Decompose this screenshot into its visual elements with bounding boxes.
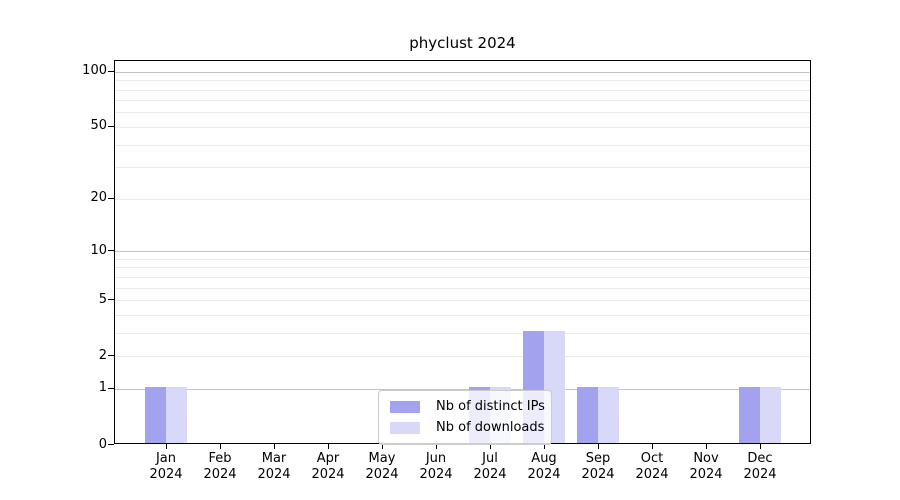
x-axis-tick-label: Jul 2024 <box>473 451 507 482</box>
major-gridline <box>115 71 810 73</box>
y-axis-tick-label: 20 <box>90 190 107 206</box>
minor-gridline <box>115 314 810 316</box>
y-axis-tick-mark <box>108 70 114 72</box>
y-axis-tick-label: 5 <box>98 291 107 307</box>
legend-item-downloads: Nb of downloads <box>390 417 545 438</box>
x-axis-tick-label: Feb 2024 <box>203 451 237 482</box>
legend-item-distinct-ips: Nb of distinct IPs <box>390 396 545 417</box>
x-axis-tick-label: Sep 2024 <box>581 451 615 482</box>
bar-distinct-ips <box>145 386 166 443</box>
x-axis-tick-mark <box>490 444 491 449</box>
legend-item-label: Nb of downloads <box>436 420 545 435</box>
major-gridline <box>115 388 810 390</box>
y-axis-tick-mark <box>108 355 114 357</box>
legend-item-label: Nb of distinct IPs <box>436 399 545 414</box>
minor-gridline <box>115 89 810 91</box>
x-axis-tick-label: Apr 2024 <box>311 451 345 482</box>
y-axis-tick-mark <box>108 444 114 445</box>
minor-gridline <box>115 80 810 82</box>
x-axis-tick-label: Oct 2024 <box>635 451 669 482</box>
x-axis-tick-label: May 2024 <box>365 451 399 482</box>
bar-distinct-ips <box>577 386 598 443</box>
x-axis-tick-label: Jun 2024 <box>419 451 453 482</box>
y-axis-tick-label: 0 <box>98 436 107 452</box>
x-axis-tick-mark <box>652 444 653 449</box>
major-gridline <box>115 251 810 252</box>
x-axis-tick-mark <box>328 444 329 449</box>
x-axis-tick-label: Dec 2024 <box>743 451 777 482</box>
bar-downloads <box>760 386 781 443</box>
x-axis-tick-mark <box>166 444 167 449</box>
y-axis-tick-label: 100 <box>82 63 107 79</box>
x-axis-tick-mark <box>274 444 275 449</box>
minor-gridline <box>115 300 810 301</box>
y-axis-tick-mark <box>108 197 114 199</box>
legend-swatch-distinct-ips-icon <box>390 400 420 413</box>
x-axis-tick-label: Aug 2024 <box>527 451 561 482</box>
x-axis-tick-mark <box>220 444 221 449</box>
x-axis-tick-mark <box>436 444 437 449</box>
x-axis-tick-label: Nov 2024 <box>689 451 723 482</box>
minor-gridline <box>115 100 810 102</box>
minor-gridline <box>115 112 810 114</box>
minor-gridline <box>115 198 810 200</box>
minor-gridline <box>115 126 810 128</box>
y-axis-tick-mark <box>108 250 114 251</box>
y-axis-tick-label: 1 <box>98 380 107 396</box>
y-axis-tick-label: 10 <box>90 242 107 258</box>
legend: Nb of distinct IPs Nb of downloads <box>378 390 552 445</box>
legend-swatch-downloads-icon <box>390 421 420 434</box>
y-axis-tick-label: 50 <box>90 118 107 134</box>
minor-gridline <box>115 356 810 358</box>
minor-gridline <box>115 287 810 289</box>
bar-downloads <box>166 386 187 443</box>
minor-gridline <box>115 267 810 269</box>
x-axis-tick-label: Jan 2024 <box>149 451 183 482</box>
minor-gridline <box>115 144 810 146</box>
minor-gridline <box>115 258 810 260</box>
y-axis-tick-label: 2 <box>98 347 107 363</box>
plot-area <box>114 60 811 444</box>
y-axis-tick-mark <box>108 299 114 300</box>
y-axis-tick-mark <box>108 125 114 127</box>
x-axis-tick-mark <box>544 444 545 449</box>
chart-title: phyclust 2024 <box>409 34 516 52</box>
x-axis-tick-mark <box>382 444 383 449</box>
minor-gridline <box>115 167 810 169</box>
bar-downloads <box>598 386 619 443</box>
minor-gridline <box>115 276 810 278</box>
x-axis-tick-mark <box>706 444 707 449</box>
x-axis-tick-mark <box>598 444 599 449</box>
minor-gridline <box>115 332 810 334</box>
x-axis-tick-label: Mar 2024 <box>257 451 291 482</box>
bar-distinct-ips <box>739 386 760 443</box>
y-axis-tick-mark <box>108 387 114 389</box>
x-axis-tick-mark <box>760 444 761 449</box>
